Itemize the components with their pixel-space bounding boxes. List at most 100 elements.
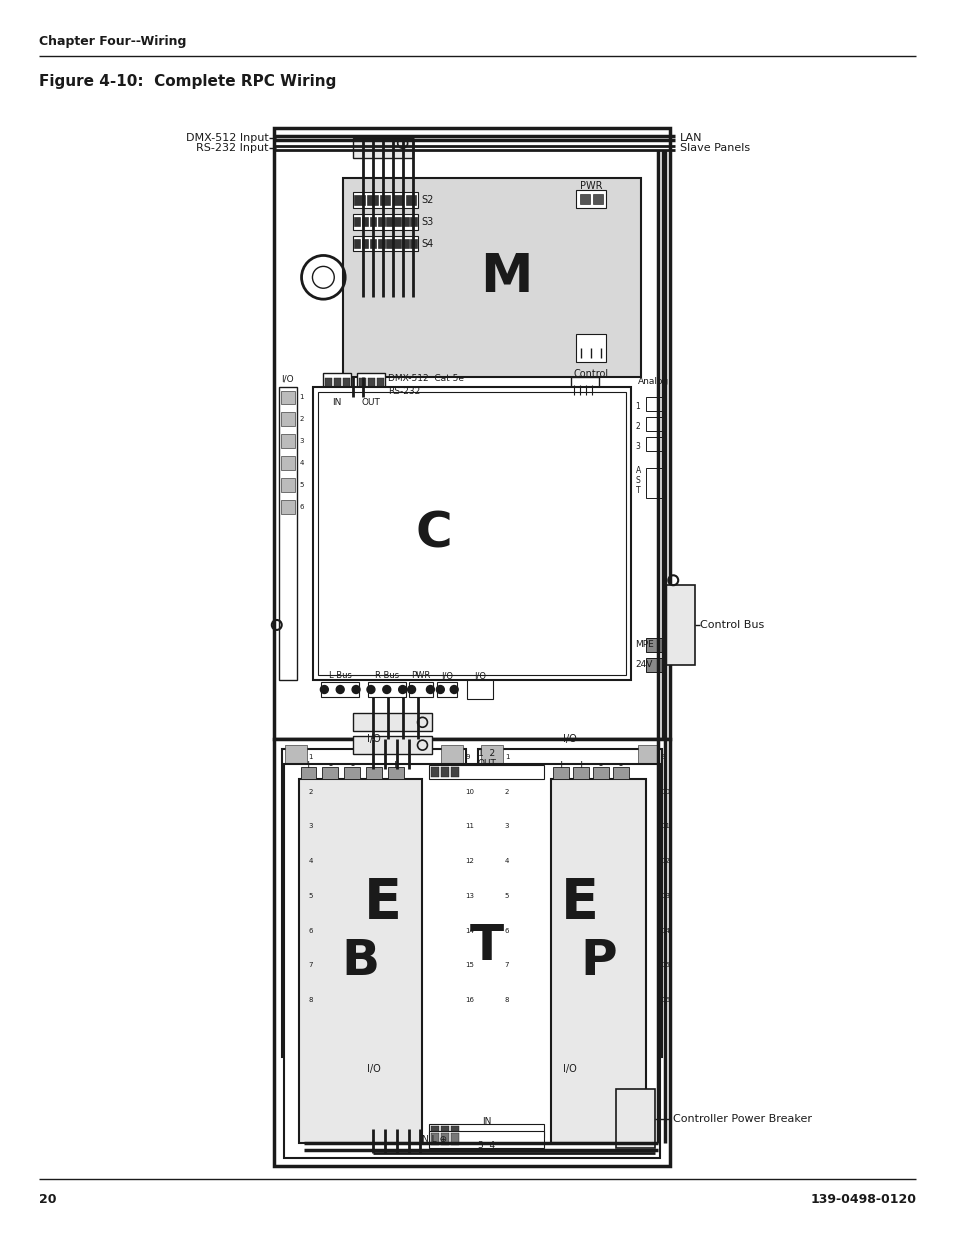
Bar — [480, 848, 502, 873]
Text: 9: 9 — [660, 753, 665, 760]
Bar — [573, 767, 588, 779]
Bar — [393, 195, 403, 205]
Text: 12: 12 — [465, 858, 474, 864]
Text: 11: 11 — [465, 824, 474, 830]
Bar — [343, 178, 639, 377]
Bar — [637, 988, 659, 1013]
Text: 7: 7 — [308, 962, 313, 968]
Text: 10: 10 — [660, 789, 670, 794]
Bar — [280, 478, 294, 492]
Bar — [300, 767, 316, 779]
Bar — [480, 814, 502, 839]
Bar — [579, 194, 589, 204]
Text: 10: 10 — [465, 789, 474, 794]
Bar — [278, 387, 296, 679]
Text: +: + — [391, 760, 400, 769]
Bar — [353, 138, 412, 158]
Text: 8: 8 — [504, 997, 509, 1003]
Bar — [441, 767, 449, 777]
Text: 7: 7 — [504, 962, 509, 968]
Bar — [451, 1125, 458, 1135]
Text: I/O: I/O — [562, 1063, 577, 1074]
Text: 9: 9 — [465, 753, 469, 760]
Bar — [361, 217, 368, 226]
Bar — [637, 919, 659, 942]
Bar — [358, 378, 366, 389]
Bar — [645, 468, 662, 498]
Circle shape — [320, 685, 328, 694]
Bar — [314, 387, 630, 679]
Text: T: T — [635, 487, 639, 495]
Text: M: M — [480, 251, 533, 304]
Text: OUT: OUT — [476, 758, 496, 767]
Circle shape — [335, 685, 344, 694]
Text: 4: 4 — [299, 461, 304, 466]
Text: 14: 14 — [465, 927, 474, 934]
Bar — [571, 377, 598, 399]
Bar — [593, 767, 608, 779]
Bar — [379, 195, 390, 205]
Bar — [274, 740, 670, 1166]
Text: B: B — [341, 937, 379, 986]
Text: N L ⊕: N L ⊕ — [422, 1135, 447, 1144]
Bar — [645, 398, 662, 411]
Text: 20: 20 — [39, 1193, 56, 1205]
Bar — [431, 1134, 439, 1145]
Text: I/O: I/O — [474, 671, 485, 680]
Text: IN: IN — [333, 398, 341, 408]
Bar — [284, 814, 306, 839]
Bar — [431, 1125, 439, 1135]
Text: 4: 4 — [308, 858, 313, 864]
Text: 15: 15 — [465, 962, 474, 968]
Bar — [593, 194, 602, 204]
Bar — [410, 238, 416, 248]
Bar — [368, 682, 405, 698]
Bar — [280, 456, 294, 471]
Bar — [325, 378, 332, 389]
Text: 16: 16 — [465, 997, 474, 1003]
Bar — [402, 217, 408, 226]
Text: 8: 8 — [308, 997, 313, 1003]
Text: IN: IN — [481, 1118, 491, 1126]
Bar — [645, 637, 664, 652]
Bar — [353, 714, 432, 731]
Text: 3  4: 3 4 — [477, 1141, 495, 1150]
Bar — [322, 767, 338, 779]
Circle shape — [407, 685, 416, 694]
Circle shape — [450, 685, 457, 694]
Bar — [280, 390, 294, 404]
Bar — [553, 767, 569, 779]
Bar — [480, 953, 502, 978]
Bar — [284, 745, 306, 769]
Bar — [323, 373, 351, 394]
Bar — [441, 988, 462, 1013]
Bar — [480, 779, 502, 804]
Bar — [284, 953, 306, 978]
Bar — [353, 191, 417, 207]
Bar — [436, 682, 456, 698]
Text: I/O: I/O — [562, 734, 577, 745]
Text: 15: 15 — [660, 962, 670, 968]
Circle shape — [436, 685, 444, 694]
Bar — [441, 1134, 449, 1145]
Text: Control Bus: Control Bus — [700, 620, 763, 630]
Bar — [615, 1089, 655, 1149]
Bar — [429, 1130, 544, 1149]
Bar — [344, 767, 359, 779]
Text: Controller Power Breaker: Controller Power Breaker — [673, 1114, 811, 1124]
Text: C: C — [416, 509, 452, 557]
Bar — [386, 238, 392, 248]
Text: 3: 3 — [308, 824, 313, 830]
Text: -: - — [350, 760, 354, 769]
Circle shape — [352, 685, 359, 694]
Bar — [354, 217, 360, 226]
Bar — [284, 919, 306, 942]
Text: 1  2: 1 2 — [477, 748, 495, 757]
Text: -: - — [618, 760, 622, 769]
Text: DMX-512  Cat 5e: DMX-512 Cat 5e — [387, 374, 463, 383]
Bar — [402, 238, 408, 248]
Text: 2: 2 — [308, 789, 313, 794]
Text: Control: Control — [573, 369, 608, 379]
Bar — [467, 679, 493, 699]
Text: 4: 4 — [504, 858, 509, 864]
